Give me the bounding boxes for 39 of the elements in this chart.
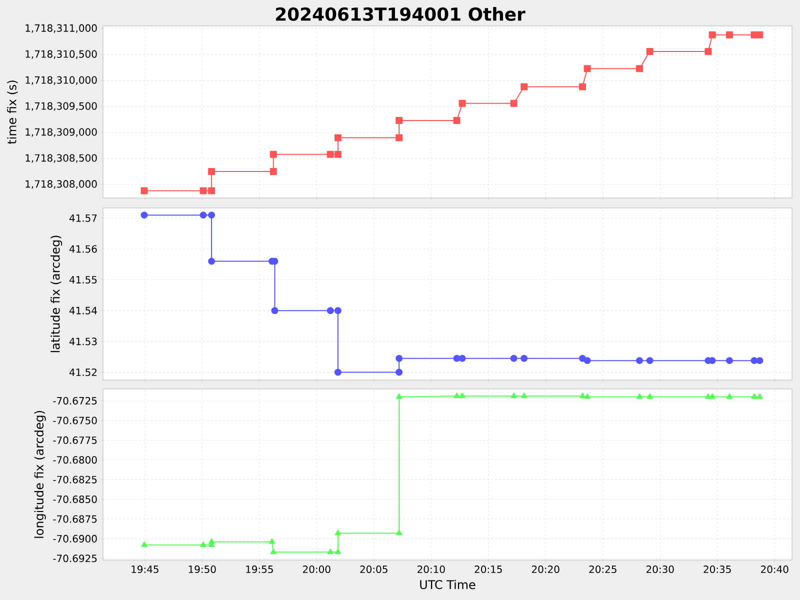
y-tick-label: 1,718,311,000 [26,24,97,33]
y-axis-title: time fix (s) [7,80,18,144]
y-tick-label: 1,718,310,000 [26,76,97,85]
y-tick-label: 41.57 [69,214,97,222]
x-axis-title: UTC Time [420,580,476,590]
y-tick-label: 41.55 [69,276,97,284]
y-tick-label: 41.54 [69,306,97,314]
y-tick-label: -70.6875 [53,515,97,523]
y-tick-label: -70.6900 [53,534,97,542]
x-tick-label: 20:15 [474,565,502,574]
x-tick-label: 19:45 [132,565,158,574]
y-tick-label: 1,718,309,500 [26,102,97,111]
y-tick-label: -70.6925 [53,554,97,562]
x-tick-label: 20:00 [303,565,330,574]
chart-title: 20240613T194001 Other [276,7,526,21]
y-tick-label: -70.6725 [53,397,97,405]
y-tick-label: -70.6800 [53,456,97,464]
y-axis-title: longitude fix (arcdeg) [34,411,46,538]
x-tick-label: 20:35 [704,565,731,574]
y-tick-label: 41.52 [69,368,96,376]
x-tick-label: 20:05 [360,565,388,574]
y-tick-label: 1,718,308,500 [26,154,97,163]
y-tick-label: -70.6825 [53,476,97,484]
y-tick-label: 1,718,310,500 [26,50,97,59]
y-tick-label: 1,718,308,000 [26,180,97,189]
y-tick-label: -70.6750 [53,416,97,424]
y-tick-label: -70.6775 [53,436,97,444]
x-tick-label: 20:25 [589,565,616,574]
x-tick-label: 19:55 [246,565,273,574]
x-tick-label: 20:40 [761,565,788,574]
x-tick-label: 20:10 [418,565,445,574]
y-tick-label: 41.56 [69,245,97,253]
x-tick-label: 20:30 [646,565,674,574]
x-tick-label: 19:50 [188,565,216,574]
x-tick-label: 20:20 [532,565,560,574]
y-axis-title: latitude fix (arcdeg) [50,236,62,352]
y-tick-label: 1,718,309,000 [26,128,97,137]
y-tick-label: 41.53 [69,338,97,346]
y-tick-label: -70.6850 [53,496,97,504]
